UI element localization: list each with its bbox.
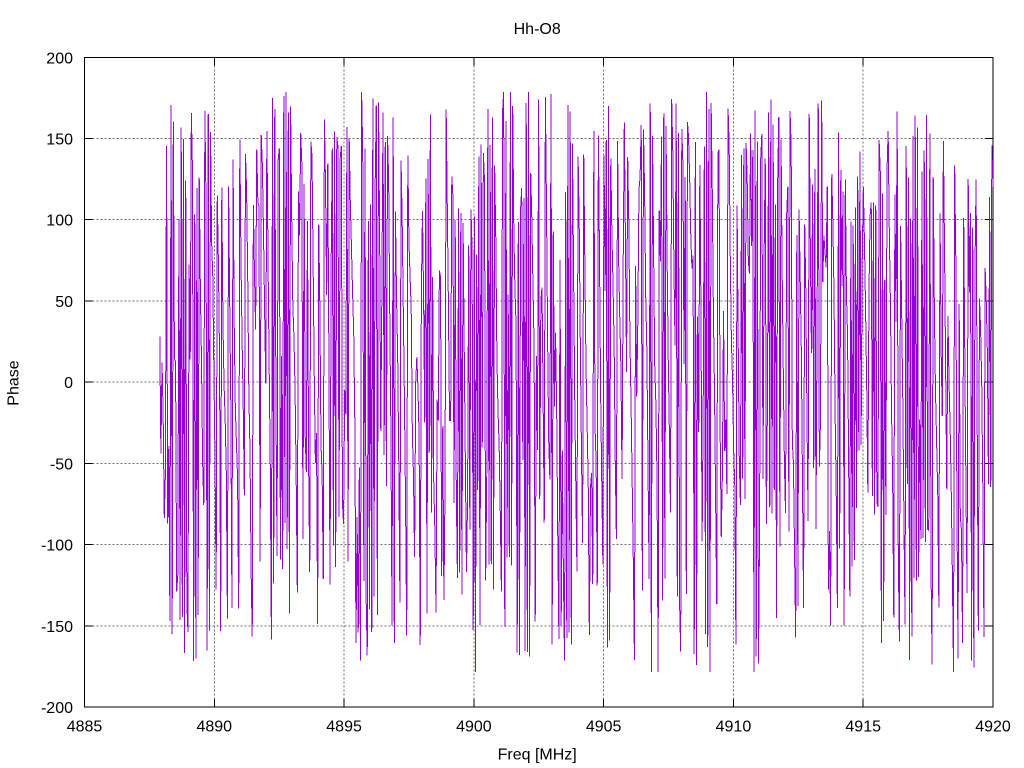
svg-text:-50: -50 xyxy=(50,456,73,473)
svg-text:4915: 4915 xyxy=(845,718,881,735)
svg-text:4890: 4890 xyxy=(196,718,232,735)
svg-text:-200: -200 xyxy=(41,700,73,717)
svg-text:4895: 4895 xyxy=(326,718,362,735)
svg-text:4885: 4885 xyxy=(67,718,103,735)
svg-text:-150: -150 xyxy=(41,619,73,636)
svg-text:Freq [MHz]: Freq [MHz] xyxy=(498,746,577,763)
svg-text:4900: 4900 xyxy=(456,718,492,735)
svg-text:Phase: Phase xyxy=(6,360,23,405)
svg-text:4910: 4910 xyxy=(716,718,752,735)
svg-text:Hh-O8: Hh-O8 xyxy=(514,21,561,38)
svg-text:150: 150 xyxy=(46,132,73,149)
svg-text:200: 200 xyxy=(46,50,73,67)
svg-text:0: 0 xyxy=(64,375,73,392)
svg-text:100: 100 xyxy=(46,213,73,230)
svg-text:4920: 4920 xyxy=(975,718,1011,735)
svg-text:50: 50 xyxy=(55,294,73,311)
svg-text:-100: -100 xyxy=(41,538,73,555)
svg-text:4905: 4905 xyxy=(586,718,622,735)
